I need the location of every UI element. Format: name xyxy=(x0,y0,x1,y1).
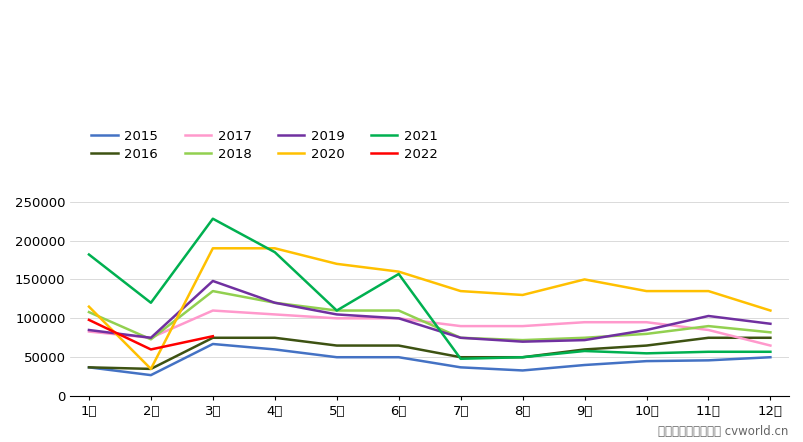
2015 xyxy=(455,365,465,370)
2017 xyxy=(146,335,156,340)
Line: 2022: 2022 xyxy=(89,320,213,350)
2019 xyxy=(332,312,341,317)
2021 xyxy=(84,252,94,257)
2018 xyxy=(208,289,218,294)
2022 xyxy=(84,317,94,323)
2019 xyxy=(84,328,94,333)
2015 xyxy=(703,358,712,363)
Line: 2015: 2015 xyxy=(89,344,769,375)
2019 xyxy=(270,300,279,305)
2016 xyxy=(146,366,156,372)
2021 xyxy=(146,300,156,305)
2019 xyxy=(146,335,156,340)
2018 xyxy=(455,335,465,340)
2018 xyxy=(332,308,341,313)
2020 xyxy=(703,289,712,294)
2015 xyxy=(393,354,403,360)
2020 xyxy=(84,304,94,309)
2017 xyxy=(332,316,341,321)
2015 xyxy=(517,368,527,373)
2021 xyxy=(270,250,279,255)
Line: 2021: 2021 xyxy=(89,219,769,359)
2019 xyxy=(393,316,403,321)
2015 xyxy=(208,341,218,347)
2015 xyxy=(764,354,774,360)
2019 xyxy=(579,337,589,343)
Line: 2020: 2020 xyxy=(89,248,769,369)
2020 xyxy=(764,308,774,313)
2021 xyxy=(579,348,589,354)
2015 xyxy=(146,373,156,378)
2018 xyxy=(641,331,650,336)
2020 xyxy=(517,292,527,297)
Text: 制图：第一商用车网 cvworld.cn: 制图：第一商用车网 cvworld.cn xyxy=(657,425,787,438)
2016 xyxy=(208,335,218,340)
2020 xyxy=(579,277,589,282)
2015 xyxy=(270,347,279,352)
2017 xyxy=(703,328,712,333)
2016 xyxy=(393,343,403,348)
2020 xyxy=(455,289,465,294)
2016 xyxy=(703,335,712,340)
2020 xyxy=(393,269,403,274)
2021 xyxy=(455,356,465,362)
2019 xyxy=(764,321,774,327)
2018 xyxy=(270,300,279,305)
2017 xyxy=(393,316,403,321)
2019 xyxy=(208,278,218,284)
2019 xyxy=(703,313,712,319)
Line: 2016: 2016 xyxy=(89,338,769,369)
2017 xyxy=(764,343,774,348)
2018 xyxy=(703,324,712,329)
2016 xyxy=(517,354,527,360)
2021 xyxy=(393,271,403,277)
2022 xyxy=(208,334,218,339)
2018 xyxy=(579,335,589,340)
Line: 2017: 2017 xyxy=(89,311,769,346)
2017 xyxy=(641,320,650,325)
2016 xyxy=(641,343,650,348)
2016 xyxy=(764,335,774,340)
2021 xyxy=(517,354,527,360)
2018 xyxy=(146,337,156,342)
2021 xyxy=(332,308,341,313)
2017 xyxy=(270,312,279,317)
2017 xyxy=(579,320,589,325)
Line: 2019: 2019 xyxy=(89,281,769,342)
2020 xyxy=(332,261,341,267)
2019 xyxy=(517,339,527,344)
2022 xyxy=(146,347,156,352)
2020 xyxy=(146,366,156,372)
2016 xyxy=(579,347,589,352)
2021 xyxy=(703,349,712,354)
2017 xyxy=(84,329,94,334)
2020 xyxy=(641,289,650,294)
Line: 2018: 2018 xyxy=(89,291,769,340)
2017 xyxy=(208,308,218,313)
2018 xyxy=(84,309,94,315)
2018 xyxy=(393,308,403,313)
2016 xyxy=(270,335,279,340)
Legend: 2015, 2016, 2017, 2018, 2019, 2020, 2021, 2022: 2015, 2016, 2017, 2018, 2019, 2020, 2021… xyxy=(92,130,438,161)
2021 xyxy=(764,349,774,354)
2017 xyxy=(455,324,465,329)
2017 xyxy=(517,324,527,329)
2020 xyxy=(208,246,218,251)
2021 xyxy=(208,216,218,221)
2015 xyxy=(84,365,94,370)
2015 xyxy=(641,358,650,364)
2015 xyxy=(332,354,341,360)
2016 xyxy=(84,365,94,370)
2019 xyxy=(641,328,650,333)
2019 xyxy=(455,335,465,340)
2016 xyxy=(332,343,341,348)
2020 xyxy=(270,246,279,251)
2021 xyxy=(641,351,650,356)
2018 xyxy=(517,337,527,343)
2018 xyxy=(764,330,774,335)
2015 xyxy=(579,362,589,368)
2016 xyxy=(455,354,465,360)
